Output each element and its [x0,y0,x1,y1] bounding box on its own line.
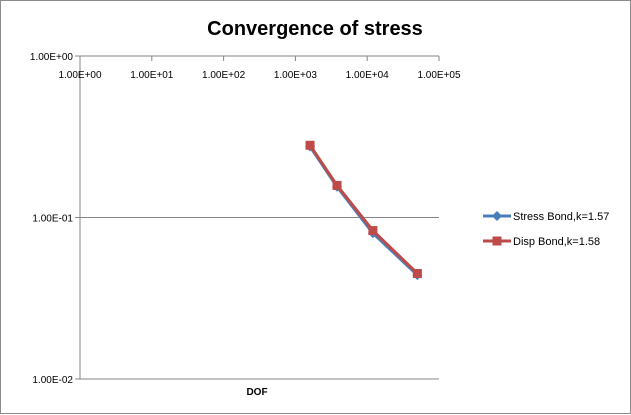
x-tick-labels: 1.00E+00 1.00E+01 1.00E+02 1.00E+03 1.00E+04… [58,70,461,81]
legend-label-1: Disp Bond,k=1.58 [513,236,600,248]
y-tick-labels: 1.00E+00 1.00E-01 1.00E-02 [30,52,74,386]
legend-marker-1 [492,236,502,246]
y-tick-label-1: 1.00E-01 [32,214,73,225]
series-line-1 [308,144,419,275]
data-point-1-3 [412,269,422,279]
y-tick-label-2: 1.00E-02 [32,375,73,386]
x-tick-label-0: 1.00E+00 [58,70,102,81]
series-group [305,140,423,281]
axes [75,55,440,380]
data-point-1-1 [332,180,342,190]
y-tick-label-0: 1.00E+00 [30,52,74,63]
data-point-1-2 [368,226,378,236]
x-tick-label-2: 1.00E+02 [202,70,246,81]
x-tick-label-5: 1.00E+05 [417,70,461,81]
series-1 [305,140,422,279]
legend-label-0: Stress Bond,k=1.57 [513,211,609,223]
series-line-0 [308,145,419,277]
x-tick-label-1: 1.00E+01 [130,70,174,81]
legend-item-1: Disp Bond,k=1.58 [483,236,600,248]
x-axis-label: DOF [246,387,267,398]
x-tick-label-3: 1.00E+03 [274,70,318,81]
data-point-1-0 [305,140,315,150]
legend-item-0: Stress Bond,k=1.57 [483,211,609,223]
x-tick-label-4: 1.00E+04 [346,70,390,81]
legend-marker-0 [492,211,502,221]
legend[interactable]: Stress Bond,k=1.57 Disp Bond,k=1.58 [483,211,609,248]
chart-title: Convergence of stress [207,18,423,40]
